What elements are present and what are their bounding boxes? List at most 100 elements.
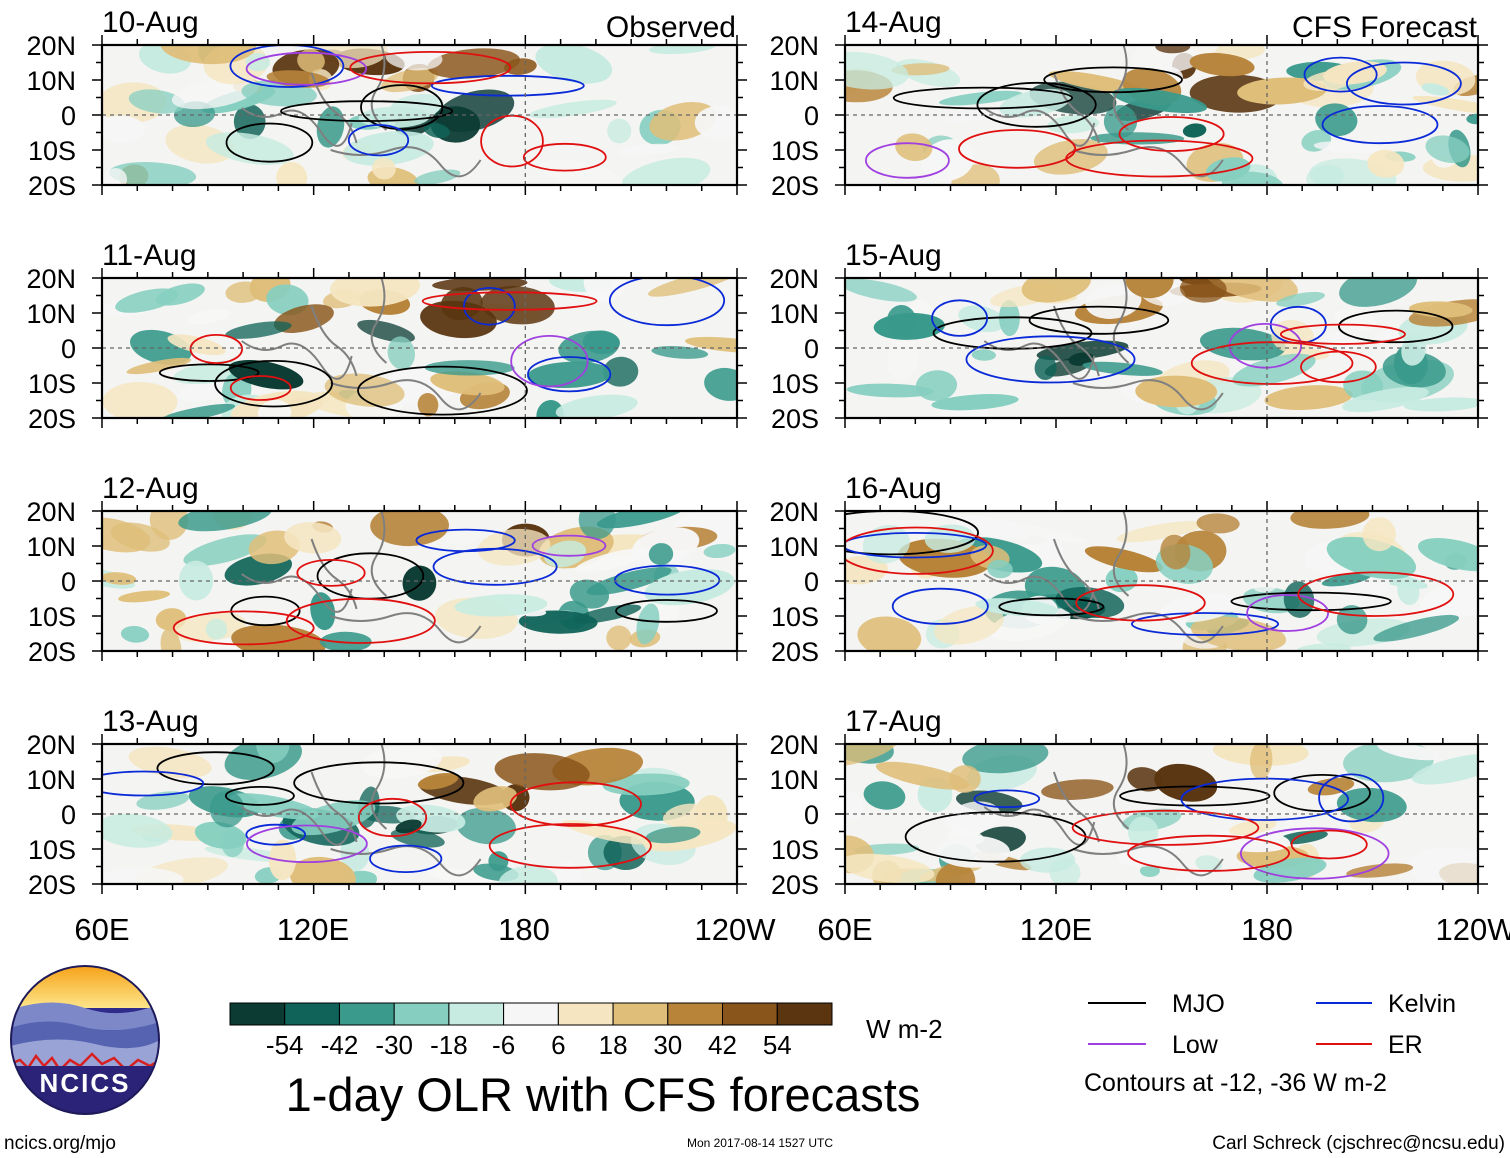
- contour-mjo: [1028, 305, 1170, 335]
- contour-er: [1279, 323, 1406, 345]
- contour-er: [296, 559, 366, 587]
- contour-er: [509, 781, 642, 827]
- y-tick-label: 20N: [26, 497, 76, 527]
- y-tick-label: 10N: [769, 299, 819, 329]
- contour-er: [421, 291, 598, 311]
- panel-14-Aug: 20N 10N 0 10S 20S 14-Aug: [769, 6, 1488, 201]
- panel-12-Aug: 20N 10N 0 10S 20S 12-Aug: [26, 472, 747, 667]
- contour-kelvin: [463, 286, 516, 326]
- contour-mjo: [360, 84, 444, 130]
- contour-mjo: [1230, 591, 1392, 612]
- x-tick-right-180: 180: [1241, 912, 1293, 947]
- colorbar-swatch: [229, 1002, 286, 1026]
- y-tick-label: 10N: [769, 66, 819, 96]
- contour-kelvin: [613, 564, 721, 596]
- colorbar-tick-label: 18: [599, 1030, 628, 1060]
- contour-low: [1246, 594, 1329, 632]
- contour-kelvin: [1303, 56, 1378, 93]
- contour-mjo: [280, 100, 454, 122]
- contour-er: [1071, 809, 1260, 846]
- colorbar-tick-label: -18: [430, 1030, 468, 1060]
- y-tick-label: 10N: [769, 532, 819, 562]
- contour-kelvin: [973, 789, 1041, 809]
- y-tick-label: 10S: [771, 136, 819, 166]
- contour-er: [1290, 829, 1368, 860]
- contour-er: [522, 142, 607, 172]
- contour-mjo: [1043, 66, 1183, 94]
- legend-label-mjo: MJO: [1172, 990, 1225, 1018]
- figure-title: 1-day OLR with CFS forecasts: [286, 1068, 921, 1121]
- y-tick-label: 0: [61, 101, 76, 131]
- contour-note: Contours at -12, -36 W m-2: [1084, 1069, 1387, 1097]
- contour-er: [1118, 116, 1225, 152]
- contour-kelvin: [965, 335, 1136, 384]
- contour-er: [189, 333, 243, 364]
- panel-date: 16-Aug: [845, 472, 942, 505]
- contour-kelvin: [891, 587, 989, 625]
- y-tick-label: 10N: [26, 532, 76, 562]
- contour-mjo: [156, 751, 275, 786]
- y-tick-label: 10S: [771, 602, 819, 632]
- ncics-logo: NCICS: [10, 965, 160, 1115]
- colorbar-tick-label: 54: [763, 1030, 792, 1060]
- contour-kelvin: [608, 278, 726, 327]
- colorbar-swatch: [612, 1002, 669, 1026]
- colorbar-tick-label: 6: [551, 1030, 565, 1060]
- contour-mjo: [615, 599, 718, 623]
- panel-date: 17-Aug: [845, 705, 942, 738]
- contour-mjo: [1119, 785, 1271, 807]
- contour-kelvin: [229, 45, 345, 88]
- contour-low: [865, 142, 950, 179]
- contour-kelvin: [931, 299, 988, 337]
- y-tick-label: 20N: [769, 730, 819, 760]
- forecast-label: CFS Forecast: [1292, 11, 1478, 44]
- colorbar-tick-label: 30: [653, 1030, 682, 1060]
- contour-er: [285, 597, 436, 644]
- contour-kelvin: [430, 74, 585, 97]
- panel-10-Aug: 20N 10N 0 10S 20S 10-Aug: [26, 6, 747, 201]
- contour-mjo: [998, 597, 1105, 617]
- x-tick-left-120w: 120W: [695, 912, 777, 947]
- colorbar: -54 -42 -30 -18 -6 6 18 30 42 54: [229, 1002, 833, 1060]
- legend-label-low: Low: [1172, 1031, 1219, 1059]
- contour-er: [1075, 584, 1206, 622]
- y-tick-label: 20S: [28, 870, 76, 900]
- panel-16-Aug: 20N 10N 0 10S 20S 16-Aug: [769, 472, 1488, 667]
- y-tick-label: 10S: [771, 835, 819, 865]
- y-tick-label: 10N: [26, 299, 76, 329]
- y-tick-label: 10S: [28, 835, 76, 865]
- contour-kelvin: [845, 532, 988, 559]
- y-tick-label: 0: [804, 334, 819, 364]
- panel-15-Aug: 20N 10N 0 10S 20S 15-Aug: [769, 239, 1488, 434]
- y-tick-label: 0: [804, 567, 819, 597]
- contour-er: [1297, 571, 1455, 617]
- contour-er: [349, 50, 512, 85]
- colorbar-swatch: [776, 1002, 833, 1026]
- contour-er: [488, 823, 652, 869]
- contour-mjo: [158, 363, 260, 382]
- y-tick-label: 20N: [26, 31, 76, 61]
- y-tick-label: 20S: [771, 637, 819, 667]
- contour-kelvin: [369, 844, 443, 874]
- panel-11-Aug: 20N 10N 0 10S 20S 11-Aug: [26, 239, 747, 434]
- contour-kelvin: [1180, 777, 1349, 821]
- contour-mjo: [293, 761, 465, 805]
- y-tick-label: 20N: [769, 497, 819, 527]
- contour-mjo: [976, 81, 1097, 128]
- contour-mjo: [1273, 774, 1371, 813]
- panel-date: 12-Aug: [102, 472, 199, 505]
- y-tick-label: 20S: [771, 404, 819, 434]
- y-tick-label: 20S: [28, 404, 76, 434]
- contour-low: [510, 335, 589, 388]
- contour-er: [357, 797, 428, 838]
- y-tick-label: 20N: [26, 264, 76, 294]
- panel-17-Aug: 20N 10N 0 10S 20S 17-Aug: [769, 705, 1488, 900]
- colorbar-swatch: [503, 1002, 559, 1026]
- y-tick-label: 10S: [28, 602, 76, 632]
- colorbar-tick-label: -54: [266, 1030, 304, 1060]
- footer-credit: Carl Schreck (cjschrec@ncsu.edu): [1212, 1133, 1505, 1154]
- contour-kelvin: [245, 823, 307, 846]
- y-tick-label: 0: [61, 567, 76, 597]
- x-tick-right-60e: 60E: [817, 912, 872, 947]
